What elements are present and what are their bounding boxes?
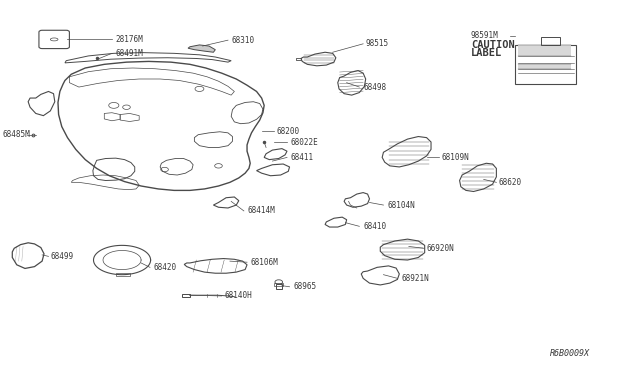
Text: 68965: 68965	[293, 282, 316, 291]
Text: 68620: 68620	[499, 178, 522, 187]
Text: 68109N: 68109N	[442, 153, 470, 162]
Text: 68485M: 68485M	[3, 130, 31, 139]
Bar	[518, 64, 572, 69]
Text: 68498: 68498	[363, 83, 387, 92]
Text: 68420: 68420	[154, 263, 177, 272]
Text: 28176M: 28176M	[116, 35, 143, 44]
Bar	[541, 37, 560, 45]
Text: 98515: 98515	[365, 39, 389, 48]
Text: 68140H: 68140H	[225, 291, 253, 301]
Text: R6B0009X: R6B0009X	[550, 349, 589, 358]
Text: 98591M: 98591M	[471, 31, 499, 40]
Text: 68200: 68200	[277, 126, 300, 135]
Text: 68491M: 68491M	[116, 49, 143, 58]
Text: 68410: 68410	[363, 222, 387, 231]
Text: 68921N: 68921N	[401, 274, 429, 283]
Text: 66920N: 66920N	[427, 244, 454, 253]
Text: 68104N: 68104N	[387, 201, 415, 209]
Text: CAUTION: CAUTION	[471, 39, 515, 49]
Text: 68106M: 68106M	[250, 258, 278, 267]
Text: LABEL: LABEL	[471, 48, 502, 58]
Text: 68414M: 68414M	[247, 206, 275, 215]
Bar	[515, 45, 576, 84]
Text: 68411: 68411	[290, 153, 314, 162]
Bar	[518, 45, 572, 55]
Text: 68022E: 68022E	[290, 138, 318, 147]
Polygon shape	[188, 45, 215, 52]
Text: 68499: 68499	[51, 252, 74, 261]
Text: 68310: 68310	[231, 36, 254, 45]
